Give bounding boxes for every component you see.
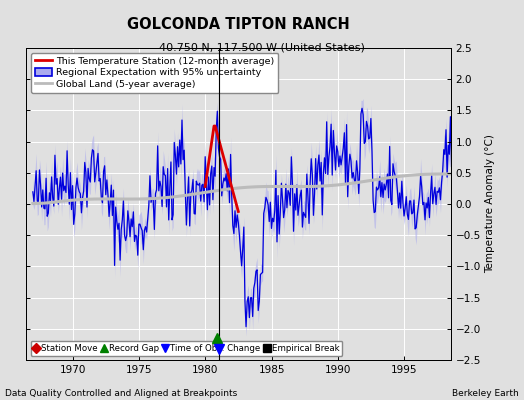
Legend: Station Move, Record Gap, Time of Obs. Change, Empirical Break: Station Move, Record Gap, Time of Obs. C… <box>30 341 343 356</box>
Title: GOLCONDA TIPTON RANCH: GOLCONDA TIPTON RANCH <box>127 16 350 32</box>
Text: Data Quality Controlled and Aligned at Breakpoints: Data Quality Controlled and Aligned at B… <box>5 389 237 398</box>
Text: 40.750 N, 117.500 W (United States): 40.750 N, 117.500 W (United States) <box>159 42 365 52</box>
Text: Berkeley Earth: Berkeley Earth <box>452 389 519 398</box>
Y-axis label: Temperature Anomaly (°C): Temperature Anomaly (°C) <box>485 134 495 274</box>
